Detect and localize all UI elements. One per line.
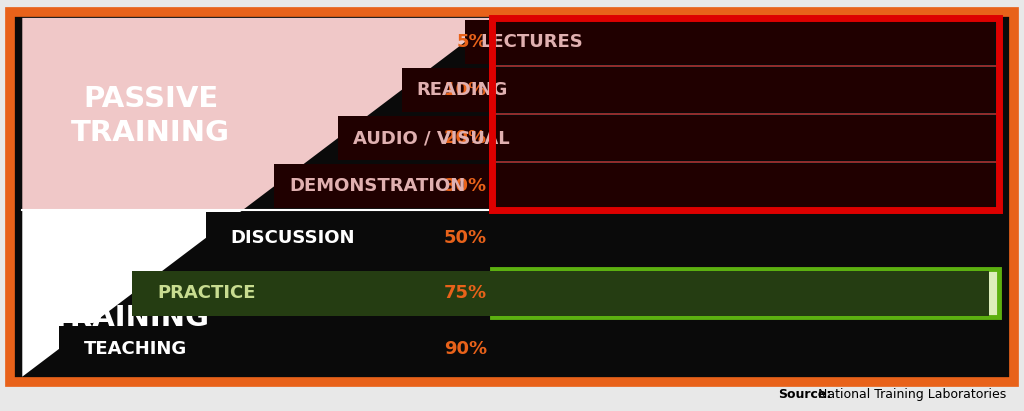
Text: 30%: 30% — [443, 177, 487, 195]
Polygon shape — [23, 18, 497, 210]
Bar — [465, 20, 993, 64]
Text: 90%: 90% — [443, 340, 487, 358]
Text: 50%: 50% — [443, 229, 487, 247]
Text: ACTIVE
TRAINING: ACTIVE TRAINING — [51, 270, 210, 332]
Text: 10%: 10% — [443, 81, 487, 99]
Text: 5%: 5% — [457, 33, 487, 51]
Text: READING: READING — [417, 81, 508, 99]
Text: 75%: 75% — [443, 284, 487, 302]
Bar — [492, 270, 998, 317]
Text: Source:: Source: — [778, 388, 831, 401]
Text: DEMONSTRATION: DEMONSTRATION — [290, 177, 466, 195]
Bar — [59, 323, 993, 374]
Text: TEACHING: TEACHING — [84, 340, 187, 358]
Text: National Training Laboratories: National Training Laboratories — [814, 388, 1007, 401]
Text: DISCUSSION: DISCUSSION — [230, 229, 355, 247]
Polygon shape — [23, 210, 243, 376]
Text: AUDIO / VISUAL: AUDIO / VISUAL — [353, 129, 510, 147]
Bar — [401, 68, 993, 112]
Bar — [132, 271, 989, 316]
Text: LECTURES: LECTURES — [480, 33, 583, 51]
Bar — [338, 116, 993, 160]
Text: PRACTICE: PRACTICE — [158, 284, 256, 302]
Bar — [492, 18, 998, 210]
Bar — [206, 212, 993, 263]
Text: 20%: 20% — [443, 129, 487, 147]
Text: PASSIVE
TRAINING: PASSIVE TRAINING — [72, 85, 230, 147]
Bar — [274, 164, 993, 208]
